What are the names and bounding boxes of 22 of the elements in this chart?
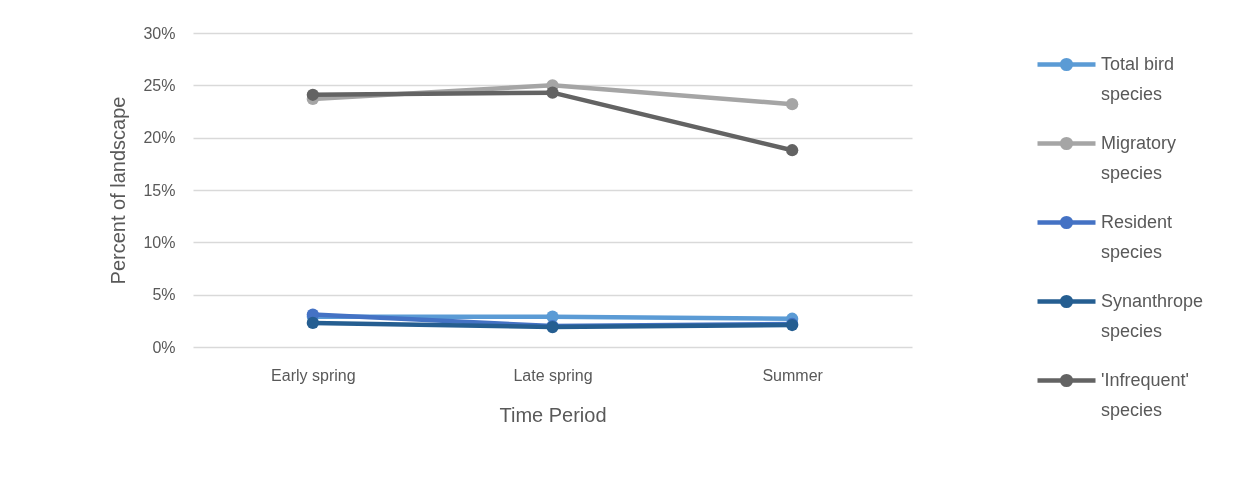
legend-label: Total bird species	[1101, 53, 1175, 104]
y-axis-title: Percent of landscape	[107, 96, 130, 285]
point	[306, 316, 319, 330]
legend-label: Synanthrope species	[1101, 290, 1204, 341]
y-tick-label: 5%	[152, 286, 176, 304]
legend-label: Migratory species	[1101, 132, 1177, 183]
y-tick-label: 0%	[152, 338, 176, 356]
legend-label: Resident species	[1101, 211, 1173, 262]
x-tick-label: Late spring	[513, 366, 593, 384]
y-tick-label: 30%	[143, 24, 176, 42]
legend-label: 'Infrequent' species	[1101, 369, 1189, 420]
point	[306, 88, 319, 101]
x-tick-label: Early spring	[271, 366, 356, 384]
point	[546, 86, 559, 99]
y-tick-label: 10%	[143, 233, 176, 251]
point	[786, 144, 799, 157]
y-tick-label: 25%	[143, 76, 176, 94]
point	[786, 98, 799, 111]
y-tick-label: 20%	[143, 129, 176, 147]
x-tick-label: Summer	[762, 366, 824, 384]
x-axis-title: Time Period	[499, 403, 607, 426]
y-tick-label: 15%	[143, 181, 176, 199]
